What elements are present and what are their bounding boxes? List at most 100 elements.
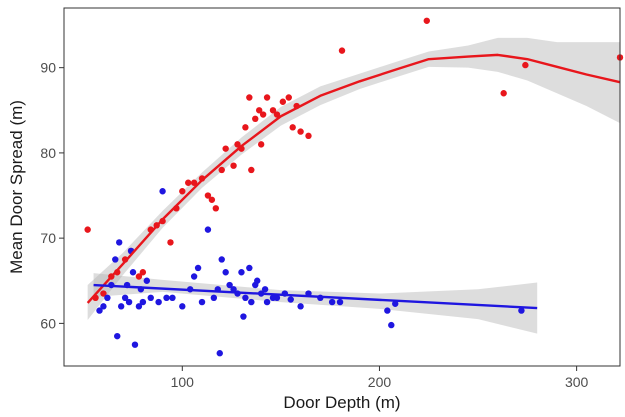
- data-point-series-1: [135, 273, 143, 280]
- data-point-series-2: [104, 294, 111, 302]
- data-point-series-2: [246, 264, 253, 272]
- y-axis-ticks: 60 70 80 90: [40, 60, 64, 331]
- data-point-series-1: [234, 141, 241, 148]
- data-point-series-1: [212, 205, 220, 212]
- y-tick-label: 70: [40, 230, 56, 246]
- x-tick-label: 200: [368, 374, 392, 390]
- data-point-series-2: [238, 269, 245, 276]
- confidence-band-series-2: [93, 273, 538, 334]
- data-point-series-2: [96, 307, 103, 314]
- data-point-series-2: [222, 269, 229, 276]
- data-point-series-1: [297, 128, 304, 135]
- y-tick-label: 60: [40, 315, 56, 331]
- data-point-series-1: [252, 115, 259, 123]
- data-point-series-1: [263, 94, 271, 101]
- data-point-series-2: [242, 294, 249, 302]
- data-point-series-1: [259, 111, 267, 118]
- data-point-series-2: [287, 296, 294, 303]
- data-point-series-2: [100, 303, 107, 310]
- data-point-series-1: [285, 94, 292, 101]
- data-point-series-1: [305, 132, 312, 140]
- data-point-series-1: [222, 145, 229, 152]
- data-point-series-2: [198, 298, 206, 306]
- data-point-series-2: [116, 239, 123, 246]
- data-point-series-2: [216, 350, 223, 357]
- data-point-series-1: [242, 124, 249, 131]
- data-point-series-2: [392, 300, 399, 307]
- data-point-series-2: [129, 269, 137, 276]
- data-point-series-2: [163, 294, 170, 302]
- data-point-series-2: [125, 298, 133, 306]
- fit-line-series-2: [93, 283, 538, 310]
- data-point-series-2: [240, 313, 247, 320]
- data-point-series-1: [218, 166, 225, 174]
- fit-lines: [86, 53, 621, 310]
- data-point-series-1: [246, 94, 253, 101]
- data-point-series-1: [208, 196, 216, 203]
- data-point-series-1: [500, 90, 507, 97]
- data-point-series-2: [210, 294, 218, 302]
- data-point-series-2: [248, 298, 255, 306]
- data-point-series-2: [190, 273, 198, 280]
- x-axis-title: Door Depth (m): [283, 393, 400, 412]
- data-point-series-1: [179, 188, 186, 195]
- data-point-series-2: [169, 294, 176, 302]
- data-point-series-1: [139, 269, 147, 276]
- data-point-series-1: [279, 98, 287, 105]
- x-tick-label: 300: [565, 374, 589, 390]
- data-point-series-2: [135, 303, 143, 310]
- data-point-series-1: [167, 239, 174, 246]
- data-point-series-2: [254, 277, 261, 284]
- data-point-series-1: [269, 107, 277, 114]
- x-axis-ticks: 100 200 300: [171, 366, 589, 390]
- data-point-series-2: [121, 294, 129, 302]
- fit-line-series-1: [86, 53, 621, 304]
- data-point-series-2: [204, 226, 212, 233]
- data-point-series-2: [297, 303, 304, 310]
- data-point-series-1: [84, 226, 91, 233]
- data-point-series-2: [226, 281, 233, 289]
- data-point-series-2: [273, 294, 281, 302]
- y-tick-label: 80: [40, 145, 56, 161]
- data-point-series-1: [423, 17, 430, 24]
- y-tick-label: 90: [40, 60, 56, 76]
- data-point-series-1: [230, 162, 237, 169]
- data-point-series-1: [257, 141, 265, 148]
- data-point-series-2: [143, 277, 151, 284]
- data-point-series-1: [248, 166, 255, 174]
- data-point-series-1: [522, 61, 529, 69]
- data-point-series-2: [328, 298, 336, 306]
- data-point-series-2: [218, 256, 225, 263]
- y-axis-title: Mean Door Spread (m): [7, 100, 26, 274]
- data-point-series-2: [131, 341, 139, 348]
- data-point-series-2: [112, 256, 119, 263]
- data-point-series-2: [114, 332, 121, 340]
- data-point-series-2: [179, 303, 186, 310]
- confidence-bands: [87, 37, 621, 334]
- plot-panel-border: [63, 7, 621, 367]
- data-point-series-2: [159, 188, 166, 195]
- data-point-series-2: [388, 321, 395, 329]
- x-tick-label: 100: [171, 374, 195, 390]
- data-point-series-2: [147, 294, 154, 302]
- data-point-series-1: [204, 192, 212, 199]
- data-point-series-2: [261, 286, 269, 293]
- data-point-series-1: [185, 179, 192, 186]
- data-point-series-1: [273, 111, 281, 118]
- data-point-series-2: [518, 307, 525, 314]
- data-point-series-1: [190, 179, 198, 186]
- data-point-series-1: [338, 47, 346, 54]
- data-point-series-2: [336, 298, 344, 306]
- data-point-series-2: [194, 264, 202, 272]
- data-point-series-1: [100, 290, 107, 297]
- data-point-series-2: [384, 307, 391, 314]
- data-point-series-2: [230, 286, 237, 293]
- data-point-series-1: [255, 107, 263, 114]
- confidence-band-series-1: [87, 37, 621, 320]
- data-point-series-2: [117, 303, 125, 310]
- data-point-series-2: [263, 298, 271, 306]
- data-point-series-2: [139, 298, 147, 306]
- data-point-series-1: [289, 124, 296, 131]
- data-point-series-2: [155, 298, 162, 306]
